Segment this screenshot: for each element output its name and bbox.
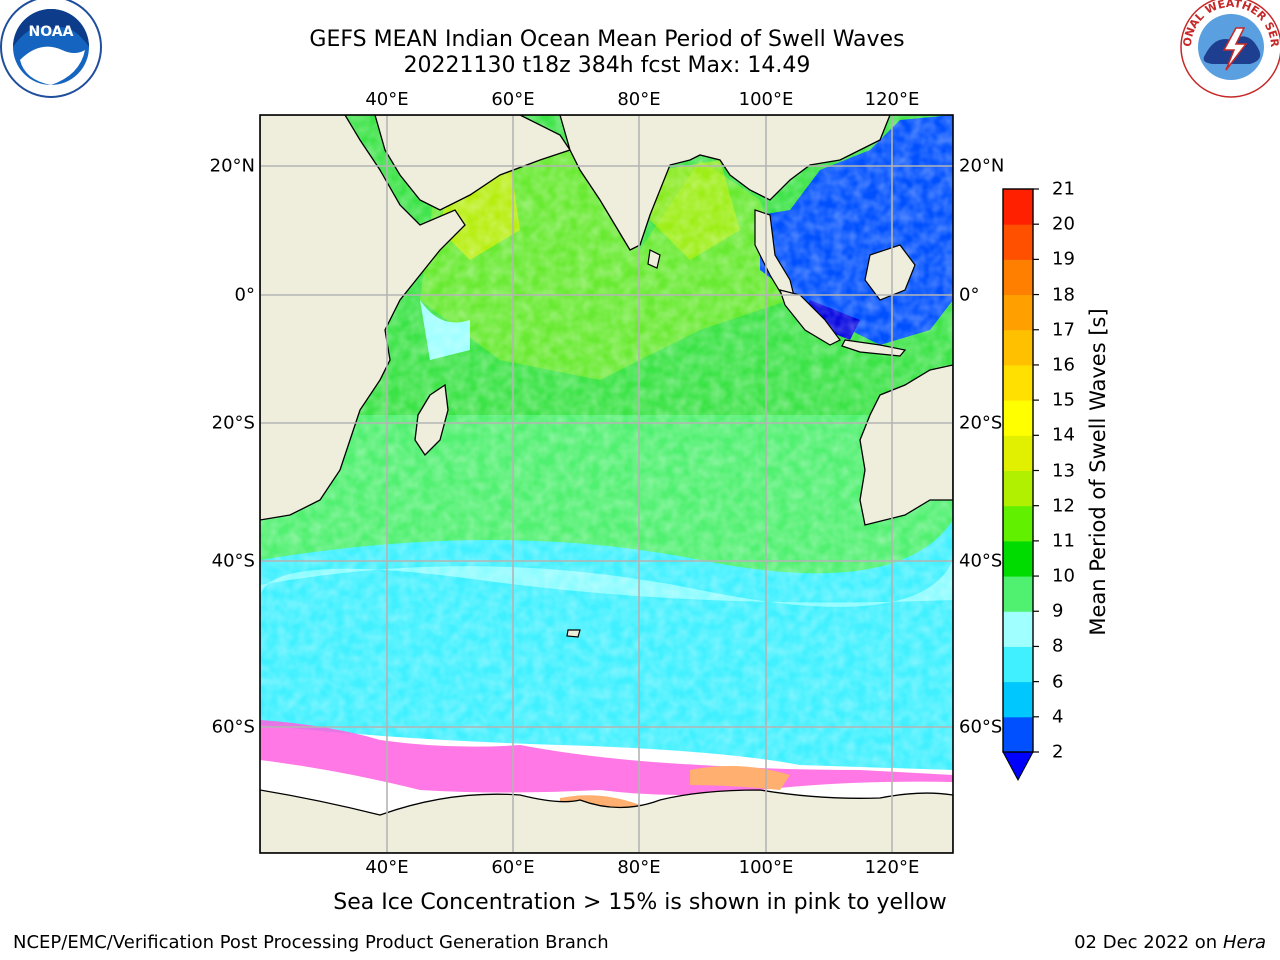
map-plot-area <box>260 115 953 853</box>
lon-label-top: 40°E <box>365 89 409 110</box>
australia-land <box>859 364 953 526</box>
colorbar-swatch <box>1003 576 1033 612</box>
lat-label-right: 20°S <box>959 412 1003 434</box>
colorbar-tick-label: 21 <box>1052 178 1075 200</box>
colorbar <box>1002 188 1039 782</box>
colorbar-swatch <box>1003 716 1033 753</box>
colorbar-swatch <box>1003 294 1033 331</box>
lon-label-bottom: 80°E <box>617 857 661 878</box>
credit-host: Hera <box>1222 932 1266 953</box>
lon-label-bottom: 60°E <box>491 857 535 878</box>
kerguelen-land <box>566 629 581 638</box>
credit-date-text: 02 Dec 2022 on <box>1074 932 1218 953</box>
colorbar-swatch <box>1003 259 1033 296</box>
sea-ice-note: Sea Ice Concentration > 15% is shown in … <box>333 890 947 915</box>
lon-label-top: 60°E <box>491 89 535 110</box>
colorbar-tick-label: 10 <box>1052 565 1075 587</box>
lon-label-bottom: 40°E <box>365 857 409 878</box>
sea-ice-orange-2 <box>690 766 790 790</box>
colorbar-swatch <box>1003 646 1033 683</box>
colorbar-swatch <box>1003 224 1033 260</box>
credit-date: 02 Dec 2022 on Hera <box>1074 932 1266 953</box>
colorbar-tick-label: 17 <box>1052 319 1075 341</box>
lon-label-top: 100°E <box>738 89 794 110</box>
colorbar-tick-label: 14 <box>1052 424 1075 446</box>
colorbar-tick-label: 15 <box>1052 389 1075 411</box>
colorbar-tick-label: 2 <box>1052 741 1064 763</box>
colorbar-tick-label: 8 <box>1052 635 1064 657</box>
colorbar-swatch <box>1003 470 1033 507</box>
lat-label-left: 20°N <box>209 155 255 177</box>
lon-label-bottom: 100°E <box>738 857 794 878</box>
colorbar-swatch <box>1003 329 1033 366</box>
colorbar-tick-label: 6 <box>1052 671 1064 693</box>
nws-logo: NATIONAL WEATHER SERVICE <box>0 0 1280 98</box>
lat-label-left: 60°S <box>211 716 255 738</box>
colorbar-tick-label: 19 <box>1052 248 1075 270</box>
colorbar-swatch <box>1003 435 1033 471</box>
credit-branch: NCEP/EMC/Verification Post Processing Pr… <box>13 932 609 953</box>
map-title: GEFS MEAN Indian Ocean Mean Period of Sw… <box>309 27 905 52</box>
sri-lanka-land <box>647 249 661 269</box>
madagascar-land <box>414 383 449 457</box>
lat-label-left: 0° <box>234 284 255 306</box>
java-land <box>841 339 907 357</box>
colorbar-tick-label: 13 <box>1052 460 1075 481</box>
colorbar-swatch <box>1003 540 1033 577</box>
colorbar-tick-label: 11 <box>1052 530 1075 552</box>
colorbar-swatch <box>1003 364 1033 401</box>
lon-label-top: 120°E <box>864 89 920 110</box>
antarctica-land <box>260 789 953 853</box>
asia-land <box>559 115 891 251</box>
lat-label-left: 40°S <box>211 550 255 572</box>
sumatra-land <box>779 289 841 346</box>
lat-label-right: 20°N <box>959 155 1005 177</box>
colorbar-tick-label: 4 <box>1052 706 1064 728</box>
colorbar-tick-label: 16 <box>1052 354 1075 376</box>
colorbar-swatch <box>1003 189 1033 225</box>
arabia-land <box>374 115 572 211</box>
borneo-land <box>864 244 916 301</box>
noaa-logo-text: NOAA <box>29 24 74 40</box>
lat-label-left: 20°S <box>211 412 255 434</box>
colorbar-swatch <box>1003 681 1033 718</box>
colorbar-swatch <box>1003 505 1033 542</box>
lat-label-right: 0° <box>959 284 980 306</box>
colorbar-extend-arrow <box>1002 751 1034 782</box>
svg-text:NATIONAL WEATHER SERVICE: NATIONAL WEATHER SERVICE <box>0 0 1280 48</box>
lat-label-right: 40°S <box>959 550 1003 572</box>
colorbar-label: Mean Period of Swell Waves [s] <box>1086 308 1110 636</box>
colorbar-swatch <box>1003 400 1033 436</box>
lon-label-bottom: 120°E <box>864 857 920 878</box>
map-frame <box>259 114 954 854</box>
colorbar-swatch <box>1003 611 1033 647</box>
colorbar-tick-label: 12 <box>1052 495 1075 517</box>
map-subtitle: 20221130 t18z 384h fcst Max: 14.49 <box>403 53 811 78</box>
lon-label-top: 80°E <box>617 89 661 110</box>
lat-label-right: 60°S <box>959 716 1003 738</box>
colorbar-tick-label: 9 <box>1052 600 1064 622</box>
graticule <box>260 115 953 853</box>
colorbar-tick-label: 18 <box>1052 284 1075 306</box>
noaa-logo: NOAA <box>0 0 102 98</box>
colorbar-tick-label: 20 <box>1052 213 1075 235</box>
